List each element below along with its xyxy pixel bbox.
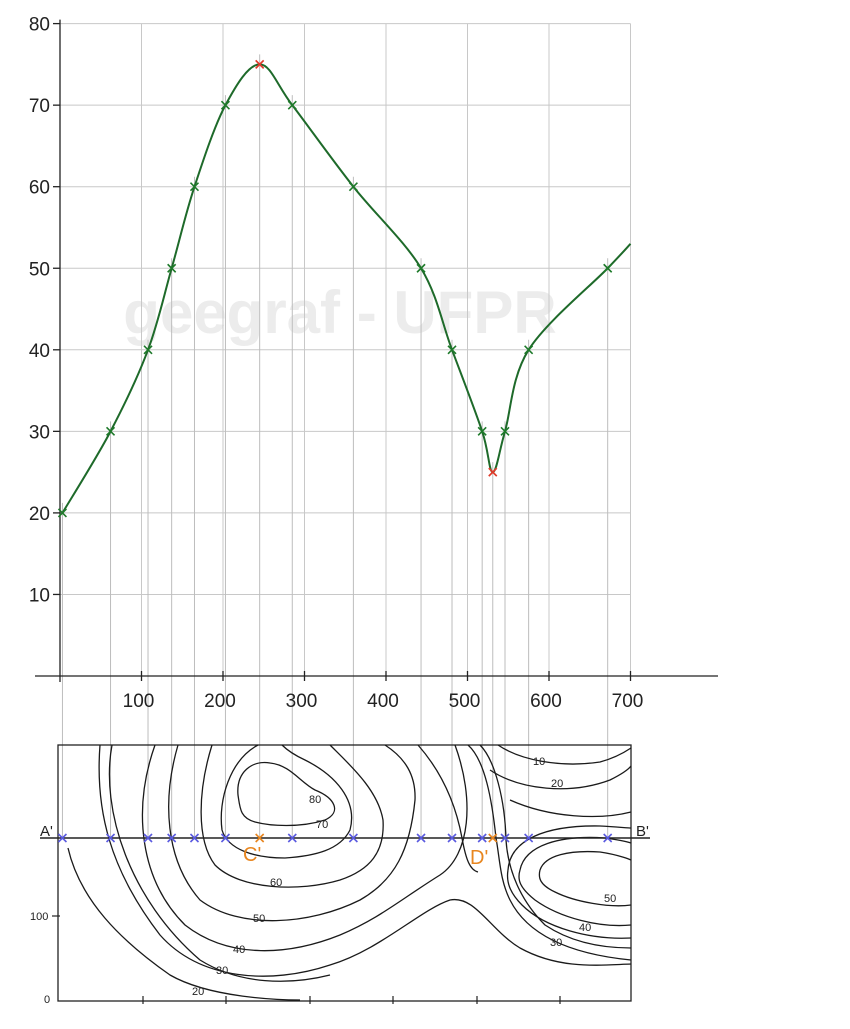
x-tick-label: 200 <box>204 691 236 712</box>
contour-50 <box>168 744 416 922</box>
profile-point-marker <box>287 100 297 110</box>
contour-east-1 <box>417 744 479 873</box>
point-d-label: D' <box>470 847 488 869</box>
profile-point-marker <box>603 263 613 273</box>
contour-east-3 <box>479 744 632 949</box>
y-tick-label: 40 <box>29 341 50 362</box>
contour-label: 30 <box>550 937 562 949</box>
contour-map: 100 0 <box>30 744 650 1006</box>
profile-point-marker <box>447 345 457 355</box>
map-y-tick-label-100: 100 <box>30 911 48 923</box>
x-tick-label: 700 <box>612 691 644 712</box>
section-marker <box>189 833 200 843</box>
contour-60 <box>200 744 384 888</box>
section-marker <box>220 833 231 843</box>
x-tick-label: 400 <box>367 691 399 712</box>
profile-point-marker <box>143 345 153 355</box>
contour-label: 40 <box>579 922 591 934</box>
watermark-text: geegraf - UFPR <box>123 279 556 346</box>
contour-label: 20 <box>192 986 204 998</box>
contour-bowl-inner <box>538 850 632 907</box>
y-tick-label: 60 <box>29 178 50 199</box>
x-tick-label: 500 <box>449 691 481 712</box>
point-c-label: C' <box>243 844 261 866</box>
section-marker <box>477 833 487 843</box>
y-tick-label: 10 <box>29 585 50 606</box>
contour-bowl-middle <box>518 836 632 927</box>
projection-guides <box>61 54 609 838</box>
section-marker <box>167 833 177 843</box>
section-marker <box>500 833 510 843</box>
y-tick-label: 20 <box>29 504 50 525</box>
contour-label: 60 <box>270 877 282 889</box>
profile-axes <box>35 19 718 682</box>
profile-extreme-marker <box>488 467 498 477</box>
map-x-ticks <box>142 996 561 1004</box>
x-tick-label: 600 <box>530 691 562 712</box>
contour-lines <box>67 744 632 1001</box>
contour-label: 30 <box>216 965 228 977</box>
profile-point-marker <box>220 100 231 110</box>
map-y-tick-label-0: 0 <box>44 994 50 1006</box>
x-tick-label: 300 <box>286 691 318 712</box>
contour-30 <box>98 744 632 977</box>
profile-point-marker <box>189 182 200 192</box>
profile-tick-labels: 10 20 30 40 50 60 70 80 100 200 300 400 500 600 700 <box>29 15 643 712</box>
section-marker <box>524 833 534 843</box>
contour-80 <box>237 761 336 827</box>
contour-label: 10 <box>533 756 545 768</box>
section-markers <box>57 833 613 843</box>
section-marker <box>143 833 153 843</box>
section-special-marker <box>488 833 498 843</box>
profile-point-marker <box>105 426 116 436</box>
profile-grid <box>60 23 631 676</box>
contour-20-ne <box>489 765 632 790</box>
profile-point-marker <box>348 182 358 192</box>
section-special-marker <box>255 833 265 843</box>
section-start-label: A' <box>40 823 53 840</box>
profile-point-marker <box>167 263 177 273</box>
contour-east-2 <box>467 744 632 961</box>
section-marker <box>447 833 457 843</box>
section-marker <box>416 833 426 843</box>
contour-70-west <box>220 744 353 859</box>
contour-label: 50 <box>604 893 616 905</box>
contour-label: 70 <box>316 819 328 831</box>
section-end-label: B' <box>636 823 649 840</box>
profile-point-marker <box>500 426 510 436</box>
section-marker <box>348 833 358 843</box>
map-frame <box>57 744 632 1002</box>
section-marker <box>57 833 68 843</box>
contour-label: 80 <box>309 794 321 806</box>
section-marker <box>603 833 613 843</box>
section-marker <box>105 833 116 843</box>
contour-label: 20 <box>551 778 563 790</box>
y-tick-label: 50 <box>29 259 50 280</box>
profile-point-marker <box>57 508 68 518</box>
contour-labels: 80 70 60 50 40 30 20 10 20 50 40 30 <box>192 756 616 998</box>
section-marker <box>287 833 297 843</box>
contour-north-east-1 <box>509 799 632 818</box>
profile-point-marker <box>416 263 426 273</box>
profile-point-marker <box>477 426 487 436</box>
profile-extreme-marker <box>255 59 265 69</box>
contour-20-sw <box>67 847 301 1001</box>
contour-label: 50 <box>253 913 265 925</box>
contour-bowl-outer <box>506 825 632 939</box>
y-tick-label: 30 <box>29 422 50 443</box>
y-tick-label: 80 <box>29 15 50 36</box>
y-tick-label: 70 <box>29 96 50 117</box>
contour-30-to-east <box>108 744 331 982</box>
contour-10 <box>497 744 632 765</box>
contour-label: 40 <box>233 944 245 956</box>
contour-40 <box>141 744 468 952</box>
profile-point-marker <box>524 345 534 355</box>
profile-markers <box>57 59 613 518</box>
x-tick-label: 100 <box>123 691 155 712</box>
